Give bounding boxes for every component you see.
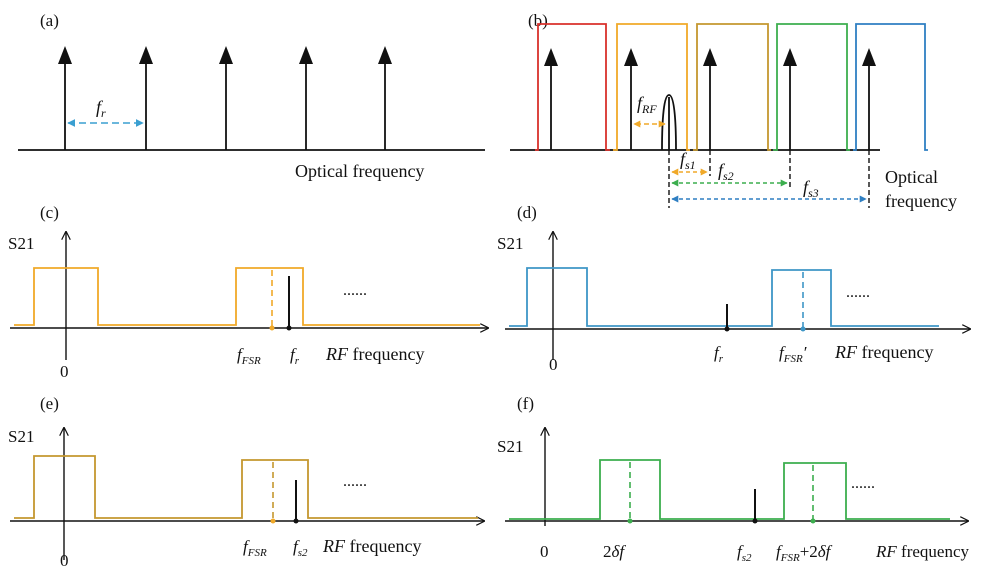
panel-f-ylabel: S21 — [497, 437, 523, 456]
fs1-label: fs1 — [680, 149, 696, 172]
panel-c-ylabel: S21 — [8, 234, 34, 253]
panel-e-fs2-label: fs2 — [293, 537, 308, 559]
panel-f-ellipsis: ...... — [851, 475, 875, 492]
panel-e-signal-dot — [293, 518, 299, 524]
panel-c-fr-label: fr — [290, 345, 300, 367]
panel-f-signal-dot — [752, 518, 758, 524]
comb-line-b5 — [862, 48, 876, 150]
panel-e-fsr-dot — [270, 518, 276, 524]
panel-f: (f) S21 ...... 0 2δf fs2 fFSR+2δf RF fre… — [497, 394, 969, 564]
comb-line-b2 — [624, 48, 638, 150]
panel-d-fsr-dot — [800, 326, 806, 332]
passband-green — [773, 23, 850, 151]
panel-c: (c) S21 ...... 0 fFSR fr RF frequency — [8, 203, 488, 381]
panel-e-xlabel: RF frequency — [322, 536, 421, 556]
frf-label: fRF — [637, 93, 657, 116]
comb-line-a1 — [58, 46, 72, 150]
panel-b-label: (b) — [528, 11, 548, 30]
panel-b: (b) fRF — [510, 11, 957, 211]
panel-d-label: (d) — [517, 203, 537, 222]
fr-spacing-label: fr — [96, 97, 106, 120]
panel-f-fsr-label: fFSR+2δf — [776, 542, 833, 564]
panel-e-fsr-label: fFSR — [243, 537, 267, 559]
passband-gold — [693, 23, 771, 151]
comb-line-a3 — [219, 46, 233, 150]
panel-c-label: (c) — [40, 203, 59, 222]
panel-f-fsr-dot — [810, 518, 816, 524]
panel-e-response — [14, 455, 478, 519]
passband-blue — [853, 23, 928, 151]
panel-d-origin: 0 — [549, 355, 558, 374]
panel-c-fsr-dot — [269, 325, 275, 331]
panel-c-fsr-label: fFSR — [237, 345, 261, 367]
panel-d-fsr-label: fFSR′ — [779, 343, 807, 365]
comb-line-b1 — [544, 48, 558, 150]
fs3-label: fs3 — [803, 177, 819, 200]
panel-f-origin: 0 — [540, 542, 549, 561]
panel-a: (a) fr Optical frequency — [18, 11, 485, 181]
panel-d-response — [509, 267, 939, 327]
panel-f-response — [509, 459, 950, 520]
panel-d-ellipsis: ...... — [846, 284, 870, 301]
panel-a-axis-label: Optical frequency — [295, 161, 424, 181]
panel-e-label: (e) — [40, 394, 59, 413]
panel-d-signal-dot — [724, 326, 730, 332]
panel-c-signal-dot — [286, 325, 292, 331]
panel-c-ellipsis: ...... — [343, 282, 367, 299]
panel-d-xlabel: RF frequency — [834, 342, 933, 362]
fs2-label: fs2 — [718, 160, 734, 183]
panel-e-ellipsis: ...... — [343, 473, 367, 490]
panel-c-xlabel: RF frequency — [325, 344, 424, 364]
panel-a-label: (a) — [40, 11, 59, 30]
panel-b-axis-label-line2: frequency — [885, 191, 957, 211]
panel-f-fs2-label: fs2 — [737, 542, 752, 564]
panel-c-origin: 0 — [60, 362, 69, 381]
comb-line-a5 — [378, 46, 392, 150]
panel-e-ylabel: S21 — [8, 427, 34, 446]
panel-b-axis-label-line1: Optical — [885, 167, 938, 187]
panel-f-2df-dot — [627, 518, 633, 524]
comb-line-a4 — [299, 46, 313, 150]
panel-e-origin: 0 — [60, 551, 69, 570]
comb-line-a2 — [139, 46, 153, 150]
panel-f-2df-label: 2δf — [603, 542, 626, 561]
panel-f-xlabel: RF frequency — [875, 542, 969, 561]
panel-d-fr-label: fr — [714, 343, 724, 365]
panel-e: (e) S21 ...... 0 fFSR fs2 RF frequency — [8, 394, 484, 570]
passband-orange — [613, 23, 690, 151]
panel-c-response — [14, 267, 480, 326]
panel-f-label: (f) — [517, 394, 534, 413]
panel-d: (d) S21 ...... 0 fr fFSR′ RF frequency — [497, 203, 970, 374]
comb-line-b3 — [703, 48, 717, 150]
passband-red — [535, 23, 610, 151]
panel-d-ylabel: S21 — [497, 234, 523, 253]
comb-line-b4 — [783, 48, 797, 150]
